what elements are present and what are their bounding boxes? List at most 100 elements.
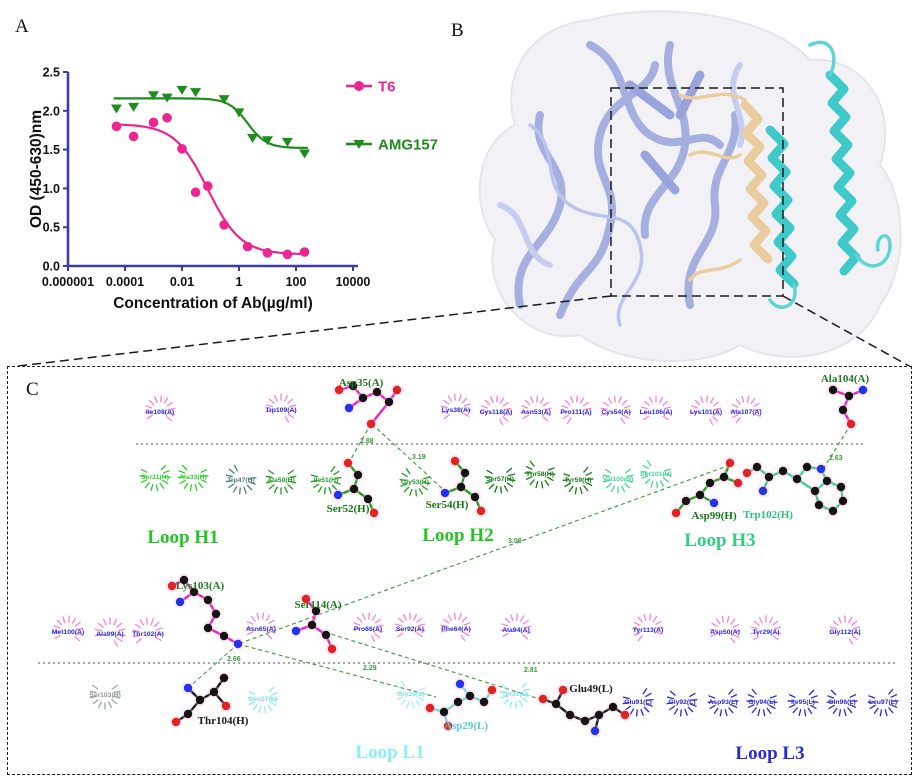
arc-spoke xyxy=(415,489,418,497)
arc-spoke xyxy=(576,395,579,403)
arc-spoke xyxy=(721,615,725,623)
arc-spoke xyxy=(248,690,256,695)
antibody-ribbons xyxy=(497,41,746,327)
arc-spoke xyxy=(849,693,857,698)
arc-spoke xyxy=(418,628,426,632)
arc-spoke xyxy=(544,407,552,411)
covalent-bond xyxy=(370,401,390,425)
arc-spoke xyxy=(750,631,758,635)
arc-spoke xyxy=(583,485,589,492)
arc-spoke xyxy=(368,612,371,620)
atom-C xyxy=(752,462,762,472)
atom-N xyxy=(233,639,243,649)
arc-spoke xyxy=(443,414,450,420)
arc-residue-label: Gly53(H) xyxy=(401,479,429,486)
bonded-residue: Ser54(H) xyxy=(426,454,488,518)
atom-N xyxy=(590,726,600,736)
arc-spoke xyxy=(524,625,532,629)
arc-spoke xyxy=(770,701,778,704)
arc-spoke xyxy=(623,414,630,420)
arc-spoke xyxy=(453,612,456,620)
arc-residue-label: Asp50(A) xyxy=(710,629,740,636)
data-point-T6 xyxy=(162,112,172,123)
arc-spoke xyxy=(232,486,238,493)
arc-spoke xyxy=(263,706,267,714)
arc-spoke xyxy=(624,483,631,489)
arc-spoke xyxy=(560,411,568,414)
arc-spoke xyxy=(626,479,634,483)
arc-spoke xyxy=(155,484,159,492)
zoom-region-box xyxy=(610,87,784,297)
arc-spoke xyxy=(542,416,549,422)
contact-residue-arc: Ile95(L) xyxy=(787,689,819,717)
residue-label: Glu49(L) xyxy=(569,683,613,695)
arc-spoke xyxy=(116,637,124,643)
arc-spoke xyxy=(629,708,635,715)
arc-spoke xyxy=(312,483,320,489)
data-point-T6 xyxy=(190,187,201,198)
atom-N xyxy=(858,385,868,395)
arc-spoke xyxy=(418,696,425,702)
arc-spoke xyxy=(155,636,162,642)
fit-curve-T6 xyxy=(113,123,308,256)
arc-residue-label: Asp93(L) xyxy=(708,699,737,706)
arc-spoke xyxy=(851,635,859,641)
arc-spoke xyxy=(600,412,608,416)
arc-spoke xyxy=(652,615,658,623)
arc-residue-label: Ala33(H) xyxy=(179,474,207,481)
arc-spoke xyxy=(310,479,318,483)
atom-C xyxy=(470,492,480,502)
arc-spoke xyxy=(640,411,648,415)
arc-spoke xyxy=(111,684,119,690)
fit-curve-AMG157 xyxy=(113,97,308,150)
hydrogen-bond xyxy=(187,643,239,689)
arc-spoke xyxy=(113,695,121,699)
atom-O xyxy=(327,644,337,654)
arc-spoke xyxy=(252,704,258,711)
atom-N xyxy=(344,403,354,413)
residue-label: Asp35(A) xyxy=(339,377,384,389)
arc-spoke xyxy=(645,692,652,698)
arc-spoke xyxy=(419,693,427,696)
arc-spoke xyxy=(746,395,750,403)
arc-spoke xyxy=(622,701,630,705)
atom-C xyxy=(349,484,359,494)
arc-spoke xyxy=(504,407,512,411)
residue-label: Ser114(A) xyxy=(294,599,341,611)
arc-spoke xyxy=(510,614,514,622)
arc-spoke xyxy=(792,707,798,714)
arc-spoke xyxy=(376,624,384,628)
arc-spoke xyxy=(522,634,529,640)
arc-spoke xyxy=(607,397,613,404)
bonded-residue: Ser52(H) xyxy=(327,456,381,520)
arc-spoke xyxy=(153,621,160,628)
arc-residue-label: Met100(A) xyxy=(52,629,84,636)
atom-C xyxy=(465,691,475,701)
arc-spoke xyxy=(788,693,796,698)
contact-residue-arc: Phe64(A) xyxy=(440,612,472,642)
arc-spoke xyxy=(233,464,238,472)
arc-spoke xyxy=(643,613,647,621)
data-point-T6 xyxy=(242,241,253,252)
arc-spoke xyxy=(730,693,738,698)
contact-residue-arc: Ala99(A) xyxy=(94,617,126,647)
arc-spoke xyxy=(851,620,858,626)
arc-spoke xyxy=(519,615,525,622)
hydrogen-bond xyxy=(371,423,446,492)
atom-C xyxy=(219,631,229,641)
arc-spoke xyxy=(754,408,762,411)
arc-spoke xyxy=(766,707,772,715)
arc-spoke xyxy=(561,405,569,409)
arc-spoke xyxy=(499,690,507,693)
bonded-residue: Ala104(A) xyxy=(821,373,869,431)
arc-spoke xyxy=(447,395,453,402)
arc-spoke xyxy=(635,709,638,717)
atom-N xyxy=(440,488,450,498)
arc-spoke xyxy=(166,416,173,422)
atom-N xyxy=(175,597,185,607)
arc-spoke xyxy=(508,473,516,477)
arc-spoke xyxy=(867,701,875,704)
arc-spoke xyxy=(847,707,853,714)
arc-spoke xyxy=(735,417,741,424)
